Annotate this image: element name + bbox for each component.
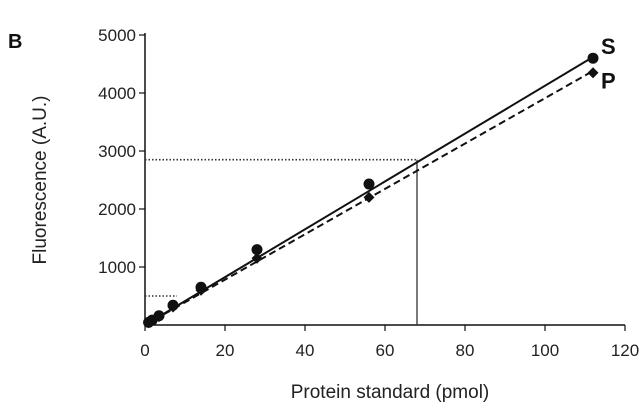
data-point-s [587,52,599,64]
series-label-s: S [601,34,616,59]
data-point-p [363,191,375,203]
fit-line-s [144,56,594,326]
y-axis-title: Fluorescence (A.U.) [30,96,51,265]
series-label-p: P [601,69,616,94]
x-tick-label: 40 [296,341,315,360]
data-point-s [363,178,375,190]
data-point-s [251,244,263,256]
x-tick-label: 60 [376,341,395,360]
data-point-p [153,311,165,323]
data-point-p [587,67,599,79]
y-tick-label: 1000 [98,258,136,277]
x-tick-label: 80 [456,341,475,360]
x-tick-label: 100 [531,341,559,360]
y-tick-label: 3000 [98,142,136,161]
x-tick-label: 120 [611,341,639,360]
x-tick-label: 0 [140,341,149,360]
y-tick-label: 2000 [98,200,136,219]
data-point-p [195,284,207,296]
plot-area: 0 20 40 60 80 100 120 1000 2000 3000 4000 5000 SP [98,26,639,360]
panel-label: B [8,31,22,53]
x-axis-title: Protein standard (pmol) [291,382,490,403]
data-point-p [251,252,263,264]
data-point-p [167,301,179,313]
x-tick-label: 20 [216,341,235,360]
y-tick-label: 4000 [98,84,136,103]
y-tick-label: 5000 [98,26,136,45]
